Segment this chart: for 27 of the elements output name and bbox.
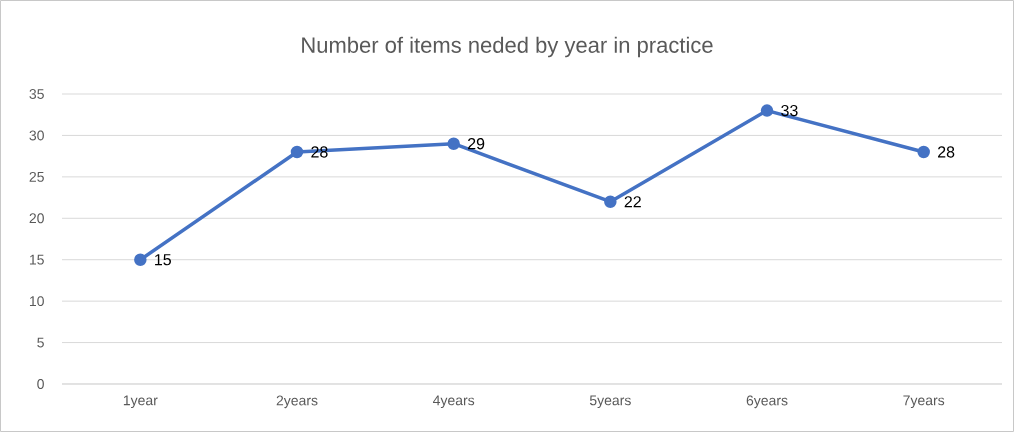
x-tick-label: 2years [276,395,318,409]
x-tick-label: 4years [432,395,475,409]
x-tick-label: 5years [589,395,631,409]
y-tick-label: 35 [29,89,44,99]
y-tick-label: 20 [29,213,44,224]
point [447,137,460,150]
chart-title: Number of items neded by year in practice [302,36,713,58]
y-tick-label: 0 [37,379,44,389]
data-label: 15 [155,254,171,266]
point [604,195,617,208]
data-label: 33 [781,104,798,117]
y-tick-label: 30 [29,130,44,141]
point [760,104,774,117]
y-tick-label: 10 [29,296,44,307]
point [134,253,147,266]
y-tick-label: 5 [37,337,44,348]
x-tick-label: 7years [903,395,945,409]
data-label: 22 [624,196,641,208]
x-tick-label: 1year [123,395,158,409]
y-tick-label: 15 [29,254,44,265]
data-label: 29 [468,138,485,150]
data-label: 28 [311,146,328,158]
point [290,145,304,159]
point [917,145,930,159]
x-tick-label: 6years [746,395,788,409]
y-tick-label: 25 [29,171,44,182]
data-label: 28 [938,146,955,158]
